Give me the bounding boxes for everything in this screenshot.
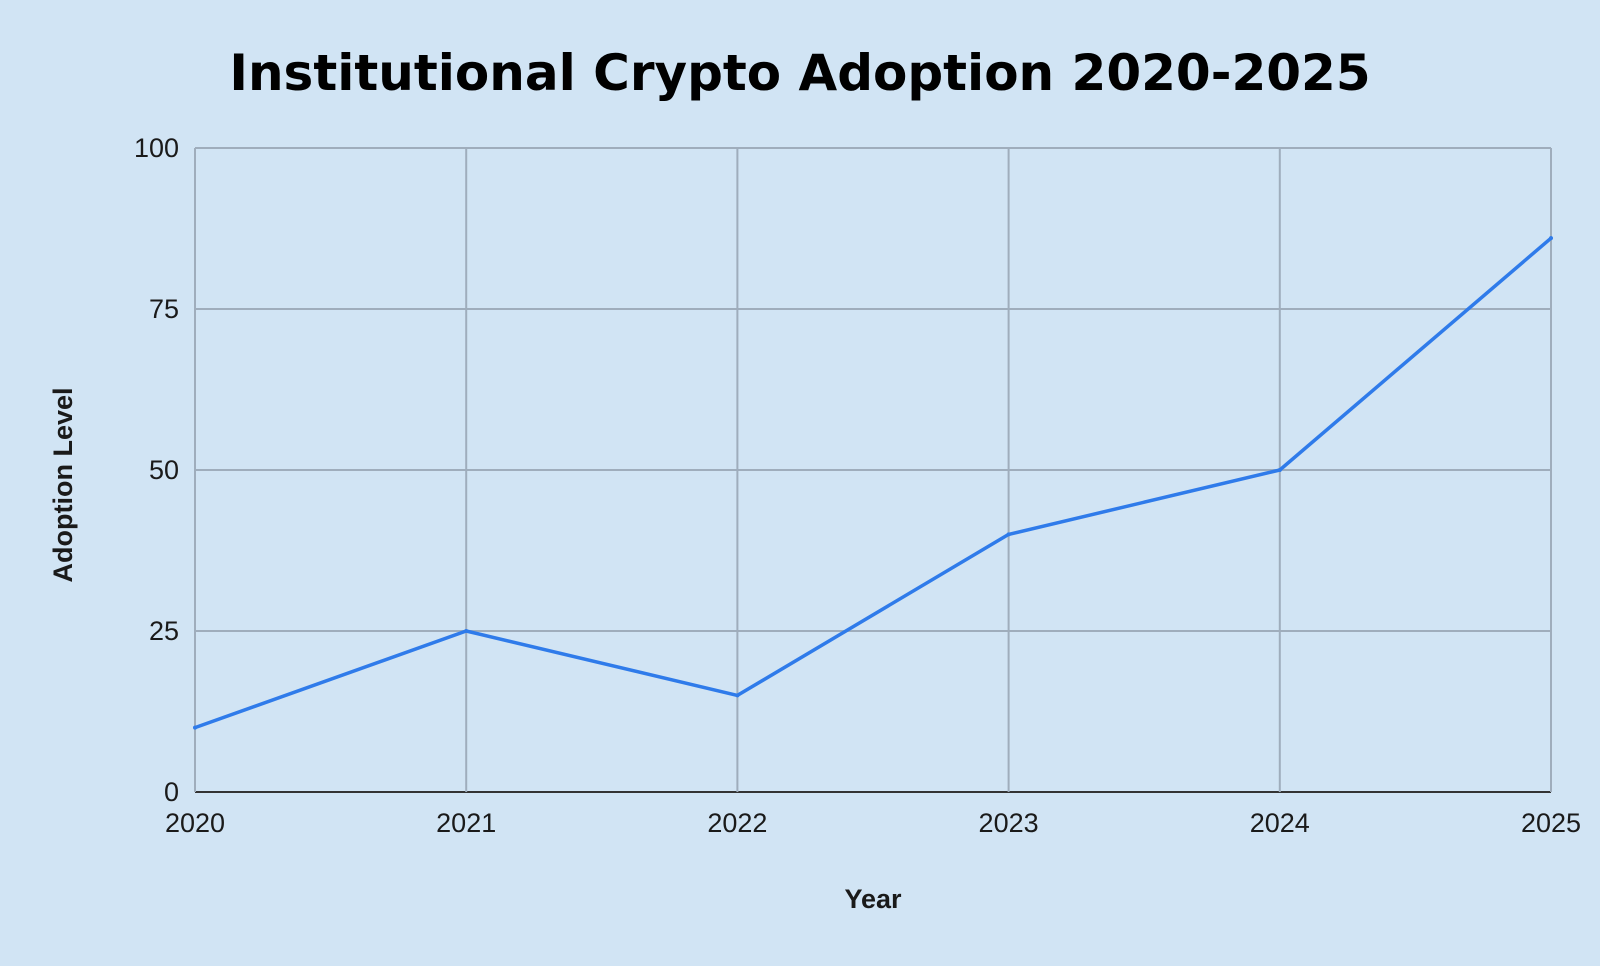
y-tick-label: 25: [149, 616, 179, 646]
y-tick-label: 0: [164, 777, 179, 807]
x-tick-label: 2020: [165, 808, 225, 838]
series-line: [193, 236, 1553, 730]
y-axis-ticks: 0 25 50 75 100: [134, 133, 179, 807]
series-group: [193, 236, 1553, 730]
data-point: [1006, 532, 1011, 537]
x-tick-label: 2024: [1250, 808, 1310, 838]
data-point: [1549, 236, 1553, 241]
x-axis-ticks: 2020 2021 2022 2023 2024 2025: [165, 808, 1581, 838]
data-point: [464, 629, 469, 633]
data-point: [735, 693, 740, 698]
x-tick-label: 2022: [707, 808, 767, 838]
grid: [194, 147, 1552, 793]
chart-title: Institutional Crypto Adoption 2020-2025: [229, 44, 1370, 102]
y-tick-label: 75: [149, 294, 179, 324]
x-axis-label: Year: [844, 884, 902, 914]
y-axis-label: Adoption Level: [48, 388, 78, 583]
data-point: [193, 725, 197, 730]
x-tick-label: 2021: [436, 808, 496, 838]
y-tick-label: 100: [134, 133, 179, 163]
data-point: [1277, 468, 1282, 472]
y-tick-label: 50: [149, 455, 179, 485]
x-tick-label: 2023: [979, 808, 1039, 838]
x-tick-label: 2025: [1521, 808, 1581, 838]
